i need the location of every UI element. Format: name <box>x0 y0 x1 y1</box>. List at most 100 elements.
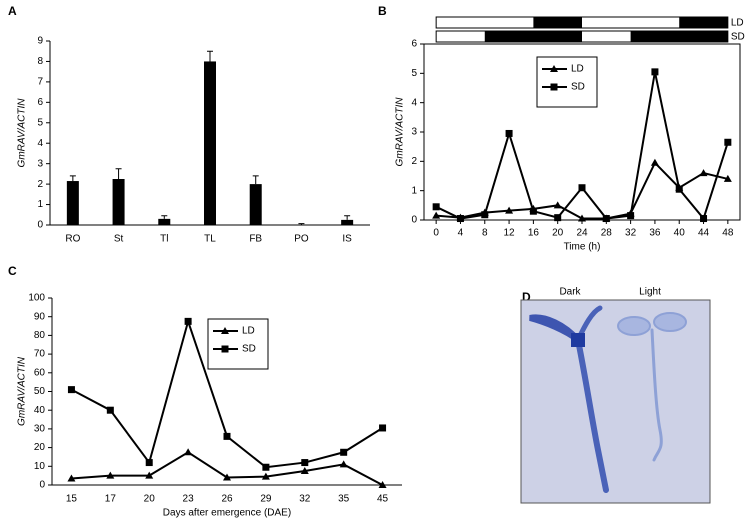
marker <box>602 215 610 223</box>
marker <box>184 448 193 456</box>
marker <box>261 472 270 480</box>
panel-label: C <box>8 264 17 278</box>
x-tick-label: Tl <box>160 234 168 245</box>
x-tick-label: 35 <box>338 494 350 505</box>
marker <box>184 317 192 325</box>
marker <box>301 459 309 467</box>
legend-box <box>207 318 269 370</box>
y-tick-label: 50 <box>34 386 46 397</box>
panel-label: A <box>8 4 17 18</box>
error-bar <box>298 223 305 225</box>
x-axis-label: Time (h) <box>564 242 601 253</box>
y-tick-label: 2 <box>411 156 417 167</box>
y-tick-label: 6 <box>411 39 417 50</box>
image-label: Dark <box>559 287 581 298</box>
panel-label: B <box>378 4 387 18</box>
marker <box>675 185 683 193</box>
error-bar <box>69 175 76 182</box>
y-tick-label: 5 <box>411 68 417 79</box>
marker <box>67 386 75 394</box>
y-tick-label: 30 <box>34 424 46 435</box>
x-tick-label: 0 <box>433 228 439 239</box>
marker <box>379 424 387 432</box>
y-tick-label: 3 <box>37 158 43 169</box>
error-bar <box>344 215 351 220</box>
marker <box>553 201 562 209</box>
y-tick-label: 1 <box>37 199 43 210</box>
x-tick-label: 26 <box>221 494 233 505</box>
dark-period <box>679 17 728 28</box>
x-tick-label: RO <box>65 234 80 245</box>
y-tick-label: 10 <box>34 461 46 472</box>
light-bar-label: SD <box>731 32 745 43</box>
marker <box>724 138 732 146</box>
marker <box>106 471 115 479</box>
legend-label: LD <box>242 326 255 337</box>
marker <box>505 206 514 214</box>
y-tick-label: 0 <box>37 220 43 231</box>
y-axis-label: GmRAV/ACTIN <box>17 98 28 168</box>
error-bar <box>115 168 122 179</box>
x-tick-label: TL <box>204 234 216 245</box>
y-axis-label: GmRAV/ACTIN <box>17 356 28 426</box>
y-tick-label: 9 <box>37 36 43 47</box>
x-tick-label: 20 <box>144 494 156 505</box>
y-axis-label: GmRAV/ACTIN <box>395 97 406 167</box>
x-tick-label: 4 <box>458 228 464 239</box>
x-tick-label: 15 <box>66 494 78 505</box>
seedling-light <box>617 312 687 462</box>
marker <box>340 448 348 456</box>
legend-marker <box>221 327 229 334</box>
marker <box>262 463 270 471</box>
y-tick-label: 60 <box>34 367 46 378</box>
seedling-dark <box>529 305 609 493</box>
dark-period <box>484 31 582 42</box>
x-tick-label: 8 <box>482 228 488 239</box>
legend-box <box>536 56 598 108</box>
x-tick-label: 20 <box>552 228 564 239</box>
marker <box>145 471 154 479</box>
y-tick-label: 8 <box>37 56 43 67</box>
marker <box>554 214 562 222</box>
y-tick-label: 80 <box>34 330 46 341</box>
marker <box>300 466 309 474</box>
marker <box>627 212 635 220</box>
error-bar <box>252 175 259 185</box>
x-tick-label: 28 <box>601 228 613 239</box>
x-tick-label: 32 <box>625 228 637 239</box>
bar <box>341 219 354 225</box>
bar <box>112 179 125 225</box>
bar <box>249 184 262 225</box>
x-tick-label: 44 <box>698 228 710 239</box>
bar <box>158 218 171 225</box>
y-tick-label: 4 <box>411 97 417 108</box>
legend-label: LD <box>571 64 584 75</box>
legend-label: SD <box>571 82 585 93</box>
x-tick-label: 12 <box>504 228 516 239</box>
bar <box>66 181 79 225</box>
marker <box>339 460 348 468</box>
x-tick-label: 36 <box>649 228 661 239</box>
x-tick-label: FB <box>249 234 262 245</box>
x-tick-label: 24 <box>576 228 588 239</box>
y-tick-label: 70 <box>34 349 46 360</box>
x-tick-label: PO <box>294 234 309 245</box>
light-bar-label: LD <box>731 18 744 29</box>
x-tick-label: 29 <box>260 494 272 505</box>
marker <box>432 203 440 211</box>
marker <box>650 158 659 166</box>
marker <box>723 174 732 182</box>
y-tick-label: 0 <box>411 215 417 226</box>
x-tick-label: 40 <box>674 228 686 239</box>
y-tick-label: 7 <box>37 77 43 88</box>
marker <box>699 169 708 177</box>
y-tick-label: 2 <box>37 179 43 190</box>
marker <box>505 129 513 137</box>
x-tick-label: 32 <box>299 494 311 505</box>
y-tick-label: 1 <box>411 185 417 196</box>
marker <box>481 211 489 219</box>
marker <box>145 459 153 467</box>
marker <box>578 184 586 192</box>
y-tick-label: 20 <box>34 442 46 453</box>
